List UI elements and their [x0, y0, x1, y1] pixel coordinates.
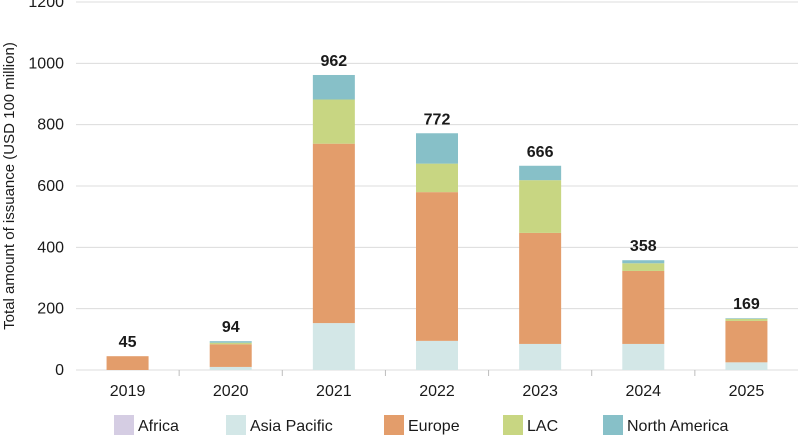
bar-segment-asia-pacific — [209, 366, 252, 370]
legend-swatch — [226, 415, 246, 435]
x-category-label: 2025 — [729, 383, 765, 400]
bar-segment-north-america — [622, 260, 665, 264]
bar-total-label: 45 — [119, 334, 137, 351]
legend-label: LAC — [527, 418, 558, 435]
bar-total-label: 962 — [321, 53, 348, 70]
y-tick-label: 800 — [37, 117, 64, 134]
y-tick-label: 400 — [37, 239, 64, 256]
legend-label: North America — [627, 418, 728, 435]
y-tick-label: 0 — [55, 362, 64, 379]
bar-segment-europe — [622, 270, 665, 344]
bar-segment-north-america — [519, 165, 562, 181]
y-tick-label: 1200 — [28, 0, 64, 11]
x-category-label: 2019 — [110, 383, 146, 400]
bar-segment-europe — [312, 143, 355, 324]
bar-segment-lac — [519, 180, 562, 233]
legend-swatch — [603, 415, 623, 435]
bar-total-label: 94 — [222, 319, 240, 336]
bar-segment-europe — [106, 356, 149, 370]
y-tick-label: 600 — [37, 178, 64, 195]
bar-segment-europe — [725, 320, 768, 363]
bar-segment-lac — [312, 99, 355, 144]
legend-swatch — [114, 415, 134, 435]
bar-segment-asia-pacific — [622, 343, 665, 370]
bar-segment-europe — [416, 192, 458, 341]
legend-swatch — [384, 415, 404, 435]
bar-segment-asia-pacific — [519, 343, 562, 370]
bar-segment-europe — [519, 232, 562, 344]
labels: 0 200 400 600 800 1000 1200 45 2019 94 2020 962 2021… — [28, 0, 764, 400]
legend-label: Africa — [138, 418, 179, 435]
bar-segment-asia-pacific — [416, 340, 458, 370]
x-category-label: 2021 — [316, 383, 352, 400]
bar-segment-lac — [622, 263, 665, 271]
x-category-label: 2022 — [419, 383, 455, 400]
y-axis-title: Total amount of issuance (USD 100 millio… — [1, 42, 18, 330]
y-tick-label: 1000 — [28, 55, 64, 72]
x-category-label: 2020 — [213, 383, 249, 400]
bar-total-label: 358 — [630, 238, 657, 255]
bar-segment-north-america — [209, 341, 252, 343]
x-category-label: 2023 — [522, 383, 558, 400]
x-category-label: 2024 — [625, 383, 661, 400]
bar-total-label: 666 — [527, 144, 554, 161]
bar-segment-asia-pacific — [725, 362, 768, 370]
bars — [106, 74, 768, 370]
bar-segment-europe — [209, 344, 252, 367]
bar-segment-lac — [209, 342, 252, 345]
bar-total-label: 169 — [733, 296, 760, 313]
legend-label: Europe — [408, 418, 460, 435]
bar-segment-lac — [725, 318, 768, 321]
bar-segment-lac — [416, 163, 458, 193]
bar-segment-asia-pacific — [312, 323, 355, 370]
y-tick-label: 200 — [37, 301, 64, 318]
bar-total-label: 772 — [424, 111, 451, 128]
legend-label: Asia Pacific — [250, 418, 333, 435]
legend: Africa Asia Pacific Europe LAC North America — [114, 415, 728, 435]
bar-segment-north-america — [416, 133, 458, 164]
bar-segment-north-america — [312, 74, 355, 100]
legend-swatch — [503, 415, 523, 435]
gridlines — [76, 1, 798, 376]
bar-segment-north-america — [725, 318, 768, 319]
